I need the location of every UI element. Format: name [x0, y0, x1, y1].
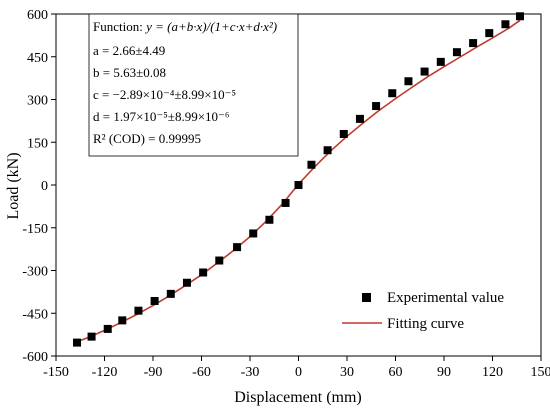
experimental-point — [501, 20, 510, 29]
experimental-point — [372, 102, 381, 111]
experimental-point — [388, 89, 397, 98]
fit-parameter-line: c = −2.89×10⁻⁴±8.99×10⁻⁵ — [93, 87, 236, 102]
fit-parameter-line: d = 1.97×10⁻⁵±8.99×10⁻⁶ — [93, 109, 229, 124]
experimental-point — [515, 12, 524, 21]
fit-function-line: Function: y = (a+b·x)/(1+c·x+d·x²) — [93, 19, 277, 34]
experimental-point — [420, 67, 429, 76]
legend-label-experimental: Experimental value — [387, 290, 504, 306]
x-tick-label: 30 — [340, 365, 354, 380]
x-tick-label: 90 — [437, 365, 451, 380]
legend-label-fitting: Fitting curve — [387, 316, 464, 332]
experimental-point — [87, 332, 96, 341]
experimental-point — [404, 77, 413, 86]
fit-parameter-line: a = 2.66±4.49 — [93, 43, 165, 58]
experimental-point — [134, 306, 143, 315]
y-tick-label: -300 — [22, 265, 48, 280]
fit-parameter-lines: a = 2.66±4.49 b = 5.63±0.08 c = −2.89×10⁻⁴… — [93, 43, 236, 146]
experimental-point — [323, 146, 332, 155]
experimental-point — [265, 215, 274, 224]
x-tick-label: 150 — [531, 365, 550, 380]
experimental-point — [215, 256, 224, 265]
experimental-point — [166, 289, 175, 298]
experimental-point — [182, 278, 191, 287]
y-tick-label: -450 — [22, 307, 48, 322]
experimental-point — [281, 198, 290, 207]
x-tick-label: 60 — [389, 365, 403, 380]
legend-marker-experimental — [362, 293, 371, 302]
x-tick-label: 0 — [295, 365, 302, 380]
x-tick-labels: -150 -120 -90 -60 -30 0 30 60 90 120 150 — [43, 365, 550, 380]
y-tick-label: -600 — [22, 350, 48, 365]
experimental-point — [294, 181, 303, 189]
experimental-point — [150, 296, 159, 305]
fit-function-formula: y = (a+b·x)/(1+c·x+d·x²) — [144, 19, 277, 34]
experimental-points-layer — [73, 12, 524, 347]
x-tick-label: -120 — [92, 365, 118, 380]
experimental-point — [199, 268, 208, 277]
experimental-point — [118, 316, 127, 325]
experimental-point — [233, 243, 242, 252]
fit-info-box: Function: y = (a+b·x)/(1+c·x+d·x²) a = 2… — [88, 13, 299, 157]
fit-parameter-line: b = 5.63±0.08 — [93, 65, 166, 80]
experimental-point — [103, 324, 112, 333]
y-tick-label: 300 — [27, 94, 48, 109]
experimental-point — [436, 57, 445, 66]
experimental-point — [485, 29, 494, 38]
experimental-point — [339, 129, 348, 138]
fit-function-prefix: Function: — [93, 19, 146, 34]
x-tick-label: -90 — [144, 365, 163, 380]
experimental-point — [249, 229, 258, 238]
x-tick-label: -150 — [43, 365, 69, 380]
y-tick-label: 0 — [41, 179, 48, 194]
x-tick-label: 120 — [482, 365, 503, 380]
axes — [51, 13, 542, 361]
experimental-point — [355, 114, 364, 123]
x-tick-label: -30 — [241, 365, 260, 380]
y-tick-label: 600 — [27, 8, 48, 23]
y-tick-label: 150 — [27, 136, 48, 151]
y-tick-labels: -600 -450 -300 -150 0 150 300 450 600 — [22, 8, 48, 365]
experimental-point — [452, 48, 461, 57]
fit-info-box-frame — [88, 13, 299, 157]
y-tick-label: 450 — [27, 51, 48, 66]
y-tick-label: -150 — [22, 222, 48, 237]
x-axis-title: Displacement (mm) — [234, 389, 362, 406]
experimental-point — [469, 39, 478, 48]
legend: Experimental value Fitting curve — [342, 290, 504, 332]
fit-parameter-line: R² (COD) = 0.99995 — [93, 131, 201, 146]
y-axis-title: Load (kN) — [5, 152, 22, 219]
experimental-point — [73, 338, 82, 347]
experimental-point — [307, 160, 316, 169]
x-tick-label: -60 — [192, 365, 211, 380]
